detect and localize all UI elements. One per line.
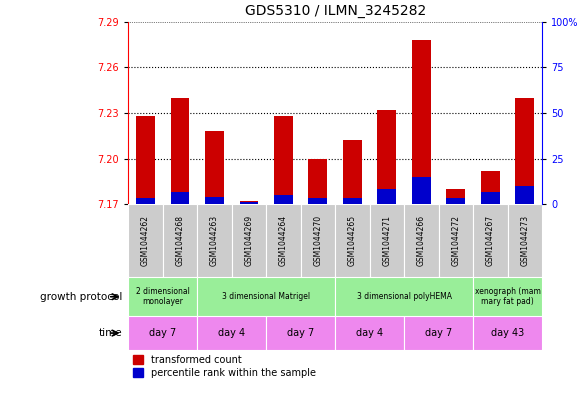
Bar: [404, 316, 473, 350]
Bar: [335, 316, 404, 350]
Text: GSM1044268: GSM1044268: [175, 215, 184, 266]
Bar: [412, 40, 431, 204]
Bar: [205, 197, 224, 204]
Text: day 7: day 7: [149, 328, 177, 338]
Title: GDS5310 / ILMN_3245282: GDS5310 / ILMN_3245282: [245, 4, 426, 18]
Bar: [170, 192, 189, 204]
Bar: [343, 198, 362, 204]
Bar: [197, 316, 266, 350]
Bar: [377, 110, 396, 204]
Bar: [412, 177, 431, 204]
Bar: [404, 204, 439, 277]
Bar: [240, 202, 258, 204]
Text: GSM1044264: GSM1044264: [279, 215, 288, 266]
Bar: [128, 277, 197, 316]
Text: day 4: day 4: [356, 328, 383, 338]
Bar: [473, 316, 542, 350]
Bar: [515, 186, 535, 204]
Text: day 43: day 43: [491, 328, 524, 338]
Bar: [343, 140, 362, 204]
Bar: [438, 204, 473, 277]
Text: day 7: day 7: [287, 328, 314, 338]
Text: time: time: [99, 328, 122, 338]
Bar: [266, 316, 335, 350]
Bar: [128, 204, 163, 277]
Bar: [377, 189, 396, 204]
Text: xenograph (mam
mary fat pad): xenograph (mam mary fat pad): [475, 287, 540, 307]
Text: 2 dimensional
monolayer: 2 dimensional monolayer: [136, 287, 189, 307]
Bar: [136, 198, 155, 204]
Text: GSM1044273: GSM1044273: [521, 215, 529, 266]
Bar: [447, 198, 465, 204]
Bar: [128, 316, 197, 350]
Bar: [335, 204, 370, 277]
Bar: [205, 131, 224, 204]
Bar: [301, 204, 335, 277]
Text: day 4: day 4: [218, 328, 245, 338]
Bar: [508, 204, 542, 277]
Bar: [232, 204, 266, 277]
Bar: [163, 204, 197, 277]
Text: GSM1044270: GSM1044270: [314, 215, 322, 266]
Bar: [473, 204, 508, 277]
Legend: transformed count, percentile rank within the sample: transformed count, percentile rank withi…: [133, 354, 315, 378]
Text: GSM1044267: GSM1044267: [486, 215, 495, 266]
Bar: [473, 277, 542, 316]
Bar: [308, 198, 328, 204]
Bar: [274, 116, 293, 204]
Bar: [515, 98, 535, 204]
Bar: [308, 159, 328, 204]
Text: day 7: day 7: [425, 328, 452, 338]
Text: GSM1044269: GSM1044269: [244, 215, 254, 266]
Bar: [274, 195, 293, 204]
Text: GSM1044271: GSM1044271: [382, 215, 391, 266]
Bar: [170, 98, 189, 204]
Text: GSM1044265: GSM1044265: [348, 215, 357, 266]
Bar: [240, 201, 258, 204]
Bar: [266, 204, 301, 277]
Text: GSM1044266: GSM1044266: [417, 215, 426, 266]
Text: growth protocol: growth protocol: [40, 292, 122, 302]
Bar: [136, 116, 155, 204]
Bar: [447, 189, 465, 204]
Text: GSM1044272: GSM1044272: [451, 215, 461, 266]
Bar: [197, 277, 335, 316]
Text: GSM1044263: GSM1044263: [210, 215, 219, 266]
Bar: [481, 171, 500, 204]
Bar: [197, 204, 232, 277]
Text: GSM1044262: GSM1044262: [141, 215, 150, 266]
Text: 3 dimensional Matrigel: 3 dimensional Matrigel: [222, 292, 310, 301]
Bar: [481, 192, 500, 204]
Bar: [335, 277, 473, 316]
Text: 3 dimensional polyHEMA: 3 dimensional polyHEMA: [357, 292, 452, 301]
Bar: [370, 204, 404, 277]
